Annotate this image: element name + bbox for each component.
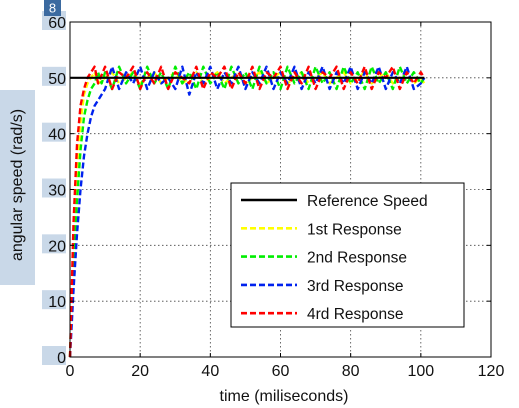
legend-label-2: 1st Response xyxy=(307,221,402,238)
y-tick-label: 20 xyxy=(48,238,66,255)
y-tick-highlight xyxy=(42,234,66,254)
x-tick-label: 60 xyxy=(272,363,290,380)
x-tick-label: 20 xyxy=(131,363,149,380)
y-tick-highlight xyxy=(42,346,66,365)
y-tick-label: 40 xyxy=(48,127,66,144)
x-tick-label: 100 xyxy=(407,363,434,380)
chart-legend: Reference Speed 1st Response 2nd Response 3… xyxy=(230,182,465,328)
series-line-5 xyxy=(68,65,426,358)
series-line-4 xyxy=(68,65,426,358)
series-lines xyxy=(68,65,426,358)
y-axis-label: angular speed (rad/s) xyxy=(9,109,26,261)
legend-label-1: Reference Speed xyxy=(307,193,428,210)
y-tick-highlight xyxy=(42,122,66,142)
page-number-badge: 8 xyxy=(44,0,61,16)
legend-label-3: 2nd Response xyxy=(307,250,407,267)
y-tick-highlight xyxy=(42,290,66,310)
x-tick-label: 0 xyxy=(66,363,75,380)
page-number-badge-background xyxy=(44,0,61,16)
x-tick-label: 80 xyxy=(342,363,360,380)
y-tick-label: 10 xyxy=(48,294,66,311)
x-tick-label: 120 xyxy=(478,363,505,380)
legend-box xyxy=(230,182,465,328)
y-tick-label: 0 xyxy=(57,350,66,367)
x-axis-label: time (miliseconds) xyxy=(220,388,349,405)
y-tick-label: 50 xyxy=(48,71,66,88)
y-tick-label: 60 xyxy=(48,15,66,32)
y-axis-label-highlight xyxy=(0,90,35,285)
legend-label-4: 3rd Response xyxy=(307,278,404,295)
legend-label-5: 4rd Response xyxy=(307,306,404,323)
y-tick-label: 30 xyxy=(48,183,66,200)
y-tick-highlight xyxy=(42,178,66,198)
series-line-3 xyxy=(68,65,426,358)
y-tick-highlight xyxy=(42,66,66,86)
axis-ticks: 0 20 40 60 80 100 120 0 10 20 30 40 50 60 xyxy=(48,15,504,380)
x-tick-label: 40 xyxy=(201,363,219,380)
page-number-text: 8 xyxy=(49,1,56,16)
